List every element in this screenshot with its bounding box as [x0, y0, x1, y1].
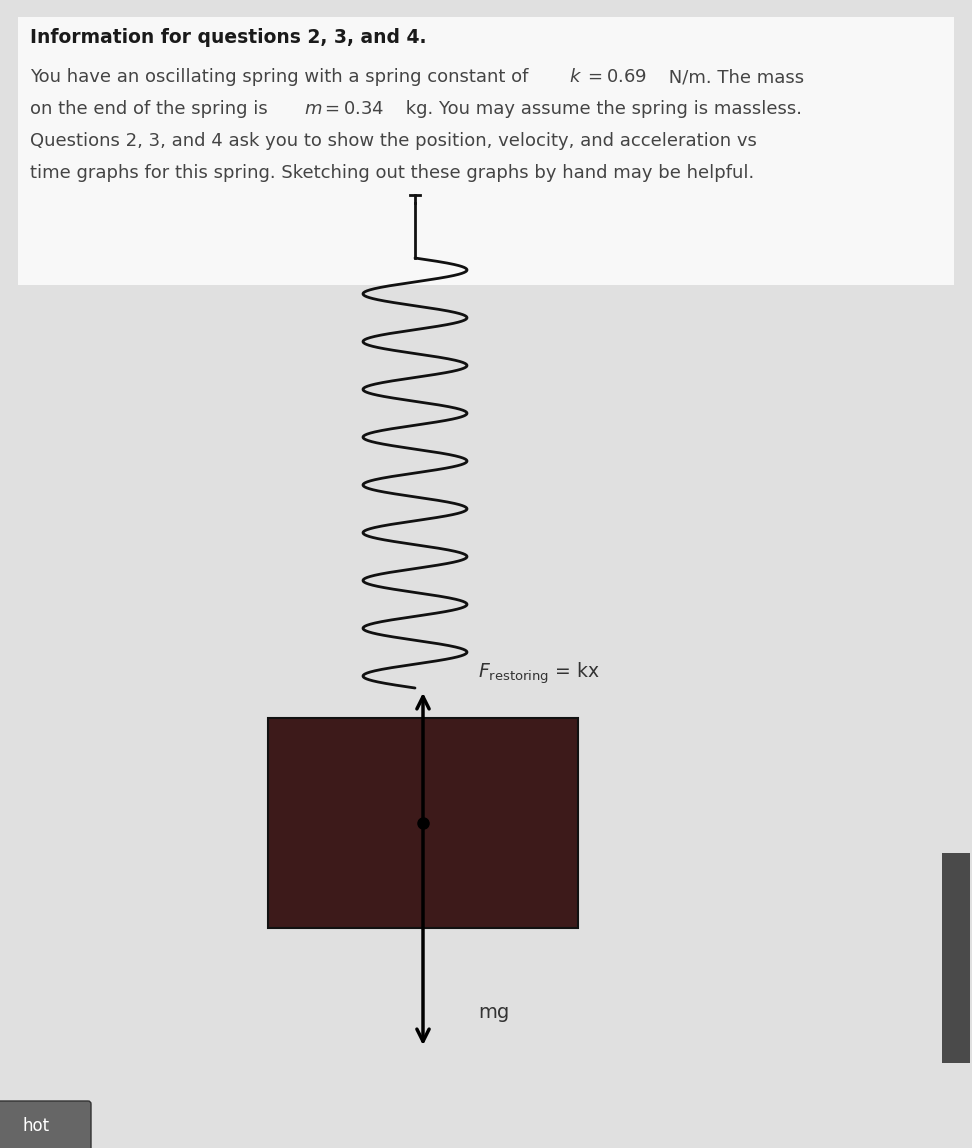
FancyBboxPatch shape — [0, 1101, 91, 1148]
Text: N/m. The mass: N/m. The mass — [663, 68, 804, 86]
FancyBboxPatch shape — [18, 17, 954, 285]
Bar — [942, 853, 970, 1063]
Text: mg: mg — [478, 1003, 509, 1023]
Text: Information for questions 2, 3, and 4.: Information for questions 2, 3, and 4. — [30, 28, 427, 47]
Text: $k$: $k$ — [569, 68, 582, 86]
Bar — [268, 718, 578, 928]
Text: $F_{\rm restoring}$ = kx: $F_{\rm restoring}$ = kx — [478, 660, 600, 685]
Text: kg. You may assume the spring is massless.: kg. You may assume the spring is massles… — [400, 100, 802, 118]
Text: Questions 2, 3, and 4 ask you to show the position, velocity, and acceleration v: Questions 2, 3, and 4 ask you to show th… — [30, 132, 757, 150]
Text: $m$: $m$ — [304, 100, 323, 118]
Text: $= 0.69$: $= 0.69$ — [584, 68, 647, 86]
Text: You have an oscillating spring with a spring constant of: You have an oscillating spring with a sp… — [30, 68, 535, 86]
Text: hot: hot — [22, 1117, 50, 1135]
Text: on the end of the spring is: on the end of the spring is — [30, 100, 273, 118]
Text: $= 0.34$: $= 0.34$ — [321, 100, 384, 118]
Text: time graphs for this spring. Sketching out these graphs by hand may be helpful.: time graphs for this spring. Sketching o… — [30, 164, 754, 183]
